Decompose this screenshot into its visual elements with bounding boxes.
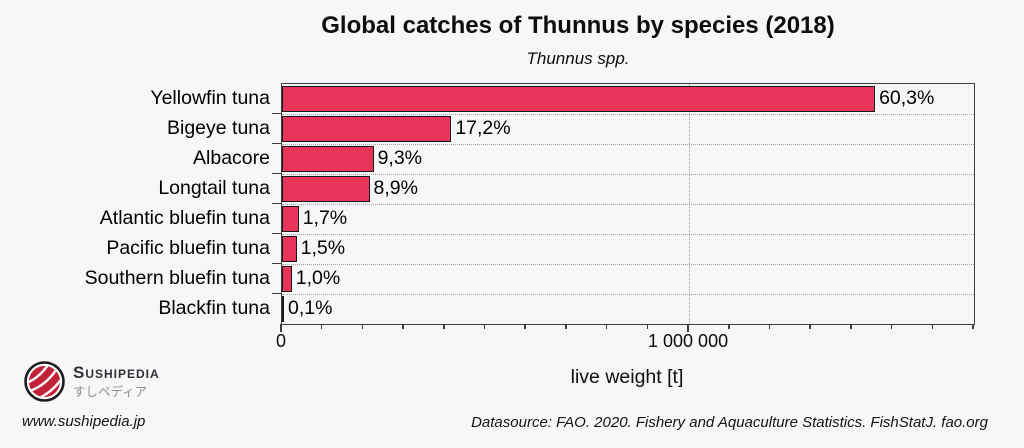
x-axis-tick [850, 324, 852, 329]
x-axis-label: live weight [t] [570, 366, 684, 388]
category-label: Bigeye tuna [167, 117, 270, 139]
y-axis-tick [272, 143, 281, 144]
bar-albacore [282, 146, 374, 172]
chart-subtitle: Thunnus spp. [526, 49, 630, 68]
x-tick-label: 0 [275, 331, 287, 351]
x-axis-tick [687, 324, 689, 332]
bar-value-label: 0,1% [288, 297, 333, 320]
y-axis-tick [272, 263, 281, 264]
x-axis-tick [972, 324, 974, 329]
y-axis-tick [272, 173, 281, 174]
x-axis-tick [646, 324, 649, 329]
bar-bigeye-tuna [282, 116, 452, 142]
x-axis-tick [361, 324, 364, 329]
bar-value-label: 60,3% [879, 87, 935, 110]
bar-row: 0,1% [282, 294, 974, 324]
sushipedia-logo-icon [24, 361, 65, 402]
bar-row: 17,2% [282, 114, 974, 144]
bar-value-label: 1,7% [302, 207, 348, 230]
x-axis-tick [728, 324, 730, 329]
x-axis-tick [565, 324, 567, 329]
y-axis-tick [272, 233, 281, 234]
bar-value-label: 9,3% [377, 147, 423, 170]
brand-kana: すしペディア [73, 384, 148, 399]
bar-value-label: 17,2% [455, 117, 511, 140]
bar-value-label: 8,9% [373, 177, 418, 200]
category-label: Longtail tuna [158, 177, 270, 199]
horizontal-gridline [282, 264, 974, 265]
bar-row: 1,0% [282, 264, 974, 294]
bar-yellowfin-tuna [282, 86, 876, 112]
y-axis-tick [272, 203, 281, 204]
bar-value-label: 1,0% [295, 267, 341, 290]
website-url: www.sushipedia.jp [22, 413, 146, 430]
x-axis-tick [443, 324, 445, 329]
category-label: Blackfin tuna [158, 297, 270, 319]
x-axis-tick [402, 324, 404, 329]
brand-name: Sushipedia [73, 363, 160, 382]
bar-pacific-bluefin-tuna [282, 236, 297, 262]
bar-longtail-tuna [282, 176, 370, 202]
x-axis-tick [931, 324, 934, 329]
category-label: Yellowfin tuna [150, 87, 270, 109]
y-axis-tick [272, 113, 281, 114]
chart-title: Global catches of Thunnus by species (20… [321, 12, 835, 39]
category-label: Albacore [193, 147, 270, 169]
bar-row: 1,7% [282, 204, 974, 234]
plot-area: 60,3% 17,2% 9,3% 8,9% 1,7% 1,5% 1,0% 0,1% [281, 83, 975, 325]
bar-atlantic-bluefin-tuna [282, 206, 299, 232]
x-axis-tick [524, 324, 526, 329]
x-axis-tick [809, 324, 811, 329]
x-axis-tick [280, 324, 282, 332]
bar-blackfin-tuna [282, 296, 284, 322]
bar-row: 9,3% [282, 144, 974, 174]
category-label: Atlantic bluefin tuna [99, 207, 270, 229]
x-axis-tick [768, 324, 771, 329]
horizontal-gridline [282, 114, 974, 115]
bar-value-label: 1,5% [300, 237, 346, 260]
brand-block: Sushipedia すしペディア [73, 363, 160, 399]
bar-row: 60,3% [282, 84, 974, 114]
y-axis-category-labels: Yellowfin tuna Bigeye tuna Albacore Longtai… [0, 83, 270, 323]
horizontal-gridline [282, 174, 974, 175]
category-label: Southern bluefin tuna [84, 267, 270, 289]
x-axis-tick [890, 324, 893, 329]
horizontal-gridline [282, 294, 974, 295]
category-label: Pacific bluefin tuna [106, 237, 270, 259]
x-axis-tick [605, 324, 608, 329]
y-axis-tick [272, 293, 281, 294]
x-axis-tick [320, 324, 323, 329]
x-axis-tick [483, 324, 486, 329]
horizontal-gridline [282, 144, 974, 145]
bar-row: 8,9% [282, 174, 974, 204]
horizontal-gridline [282, 204, 974, 205]
x-tick-label: 1 000 000 [648, 331, 729, 351]
horizontal-gridline [282, 234, 974, 235]
bar-row: 1,5% [282, 234, 974, 264]
bar-southern-bluefin-tuna [282, 266, 292, 292]
datasource-note: Datasource: FAO. 2020. Fishery and Aquac… [471, 414, 988, 431]
